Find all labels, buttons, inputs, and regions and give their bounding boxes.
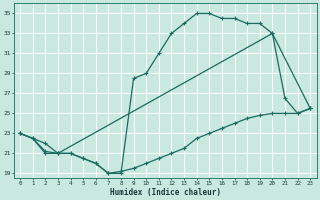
X-axis label: Humidex (Indice chaleur): Humidex (Indice chaleur) [110,188,220,197]
